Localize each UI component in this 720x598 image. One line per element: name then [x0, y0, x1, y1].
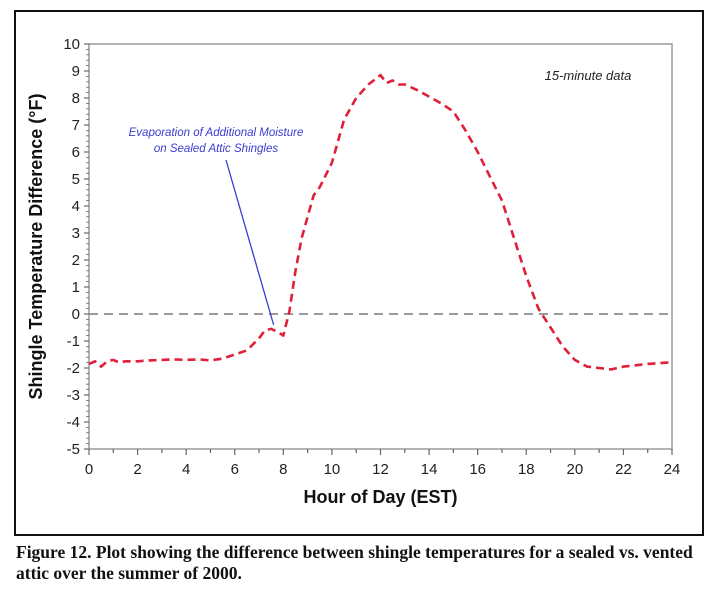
annotation-leader-line [225, 159, 275, 325]
y-tick-label: 10 [63, 36, 80, 53]
y-tick-label: -4 [67, 414, 80, 431]
y-tick-label: -1 [67, 333, 80, 350]
x-tick-label: 8 [279, 461, 287, 478]
data-interval-note: 15-minute data [545, 68, 632, 83]
x-tick-label: 0 [85, 461, 93, 478]
x-tick-label: 12 [372, 461, 389, 478]
annotation-text-line-1: Evaporation of Additional Moisture [129, 127, 304, 139]
x-tick-label: 22 [615, 461, 632, 478]
y-tick-label: 1 [72, 279, 80, 296]
x-axis-ticks: 0 2 4 6 8 10 12 14 16 18 20 22 24 [85, 449, 681, 478]
annotation-text-line-2: on Sealed Attic Shingles [154, 143, 278, 155]
x-tick-label: 10 [324, 461, 341, 478]
x-axis-title: Hour of Day (EST) [303, 487, 457, 507]
x-tick-label: 6 [231, 461, 239, 478]
y-tick-label: -3 [67, 387, 80, 404]
x-tick-label: 2 [133, 461, 141, 478]
x-tick-label: 18 [518, 461, 535, 478]
y-tick-label: 0 [72, 306, 80, 323]
plot-area [88, 43, 673, 450]
y-tick-label: -2 [67, 360, 80, 377]
x-tick-label: 20 [566, 461, 583, 478]
y-tick-label: 3 [72, 225, 80, 242]
y-tick-label: 4 [72, 198, 80, 215]
x-tick-label: 16 [469, 461, 486, 478]
y-axis-title: Shingle Temperature Difference (°F) [26, 94, 46, 400]
y-axis-ticks: -5 -4 -3 -2 -1 0 1 2 3 4 5 6 7 8 9 10 [63, 36, 89, 458]
y-tick-label: 6 [72, 144, 80, 161]
x-tick-label: 24 [664, 461, 681, 478]
y-tick-label: 9 [72, 63, 80, 80]
x-tick-label: 14 [421, 461, 438, 478]
y-tick-label: -5 [67, 441, 80, 458]
figure-caption: Figure 12. Plot showing the difference b… [16, 542, 693, 583]
y-tick-label: 2 [72, 252, 80, 269]
y-tick-label: 8 [72, 90, 80, 107]
x-tick-label: 4 [182, 461, 190, 478]
y-tick-label: 5 [72, 171, 80, 188]
y-tick-label: 7 [72, 117, 80, 134]
